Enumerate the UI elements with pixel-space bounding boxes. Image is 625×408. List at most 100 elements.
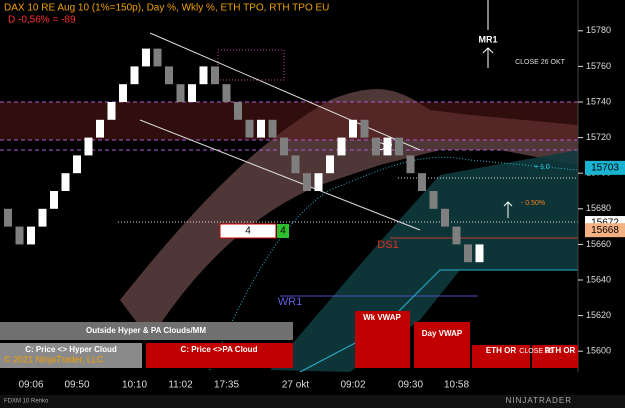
copyright: © 2021 NinjaTrader, LLC [4, 354, 104, 364]
renko-brick [429, 191, 438, 209]
renko-brick [383, 137, 392, 156]
box-marker [217, 49, 285, 81]
price-marker-label: 15668 [591, 225, 619, 236]
vwap-line [299, 269, 578, 373]
hyper-cloud [270, 150, 578, 372]
renko-brick [165, 66, 173, 85]
price-marker-label: 15703 [591, 163, 619, 174]
annotation: DS1 [377, 239, 398, 251]
trend-line [139, 119, 421, 231]
button[interactable] [0, 322, 293, 340]
x-tick-label: 09:02 [340, 380, 365, 391]
price-marker [585, 160, 625, 175]
renko-brick [38, 208, 47, 227]
y-tick-label: 15620 [586, 310, 611, 320]
renko-brick [234, 102, 242, 120]
annotation: WR1 [278, 296, 302, 308]
x-tick-label: 11:02 [168, 380, 193, 391]
range-zone [0, 102, 578, 140]
renko-brick [176, 84, 185, 102]
y-tick-label: 15660 [586, 239, 611, 249]
renko-brick [96, 119, 104, 138]
x-tick-label: 10:10 [122, 380, 147, 391]
price-marker [585, 223, 625, 238]
y-tick-label: 15640 [586, 274, 611, 284]
button-label: ETH OR [486, 346, 516, 355]
button-label: RTH OR [545, 346, 576, 355]
renko-brick [119, 84, 127, 102]
renko-brick [475, 244, 484, 263]
renko-brick [199, 66, 208, 85]
button[interactable] [0, 343, 142, 368]
status-bar [0, 395, 625, 408]
annotation: + 1.0 [534, 164, 550, 171]
label-box [277, 224, 289, 238]
x-tick-label: 09:06 [18, 380, 43, 391]
renko-brick [4, 208, 12, 227]
y-tick-label: 15600 [586, 346, 611, 356]
annotation: 4 [280, 226, 286, 237]
label-box [219, 223, 277, 239]
button-label: Outside Hyper & PA Clouds/MM [86, 326, 206, 335]
x-tick-label: 09:50 [64, 380, 89, 391]
renko-brick [27, 226, 35, 245]
renko-brick [268, 119, 277, 138]
renko-brick [291, 155, 300, 174]
renko-brick [464, 244, 472, 263]
button[interactable] [355, 311, 410, 368]
arrow [482, 47, 494, 68]
button-label: CLOSE 26 [519, 348, 553, 355]
chart-subtitle: D -0,56% = -89 [8, 15, 76, 26]
button-label: C: Price <>PA Cloud [181, 345, 258, 354]
annotation: 4 [245, 226, 251, 237]
renko-brick [15, 226, 24, 245]
y-tick-label: 15760 [586, 61, 611, 71]
renko-brick [245, 119, 254, 138]
annotation: MR1 [478, 34, 497, 44]
vwap-line [209, 156, 579, 371]
brand: NINJATRADER [506, 396, 572, 405]
x-tick-label: 27 okt [282, 380, 309, 391]
renko-brick [314, 173, 323, 191]
renko-brick [153, 48, 162, 67]
renko-brick [418, 173, 426, 191]
renko-brick [222, 84, 231, 102]
renko-brick [441, 208, 449, 227]
x-tick-label: 10:58 [444, 380, 469, 391]
renko-brick [107, 102, 116, 120]
renko-brick [326, 155, 334, 174]
renko-brick [50, 191, 58, 209]
renko-brick [406, 155, 415, 174]
renko-brick [257, 119, 265, 138]
annotation: - 0.50% [521, 200, 545, 207]
renko-brick [142, 48, 150, 67]
button[interactable] [146, 343, 293, 368]
y-tick-label: 15720 [586, 132, 611, 142]
x-tick-label: 09:30 [398, 380, 423, 391]
x-tick-label: 17:35 [214, 380, 239, 391]
renko-brick [280, 137, 288, 156]
y-tick-label: 15680 [586, 203, 611, 213]
renko-brick [337, 137, 346, 156]
button-label: Day VWAP [422, 329, 463, 338]
y-tick-label: 15740 [586, 96, 611, 106]
button-label: C: Price <> Hyper Cloud [25, 345, 117, 354]
renko-brick [73, 155, 81, 174]
button[interactable] [472, 345, 530, 368]
y-tick-label: 15780 [586, 25, 611, 35]
button[interactable] [532, 345, 578, 368]
renko-brick [61, 173, 70, 191]
trend-line [149, 32, 421, 151]
annotation: CLOSE 26 OKT [515, 59, 566, 66]
renko-brick [452, 226, 461, 245]
renko-brick [84, 137, 93, 156]
instrument: FDXM 10 Renko [4, 399, 49, 405]
renko-brick [130, 66, 139, 85]
button-label: Wk VWAP [363, 313, 401, 322]
renko-brick [372, 137, 380, 156]
renko-brick [349, 119, 357, 138]
renko-brick [360, 119, 369, 138]
renko-brick [395, 137, 403, 156]
button[interactable] [414, 322, 470, 368]
